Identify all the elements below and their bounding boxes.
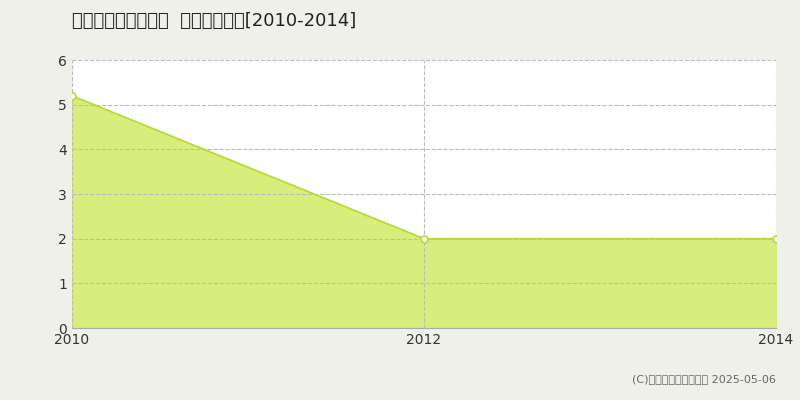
Text: (C)土地価格ドットコム 2025-05-06: (C)土地価格ドットコム 2025-05-06 [632,374,776,384]
Text: 南巨摩郡身延町大島  土地価格推移[2010-2014]: 南巨摩郡身延町大島 土地価格推移[2010-2014] [72,12,356,30]
